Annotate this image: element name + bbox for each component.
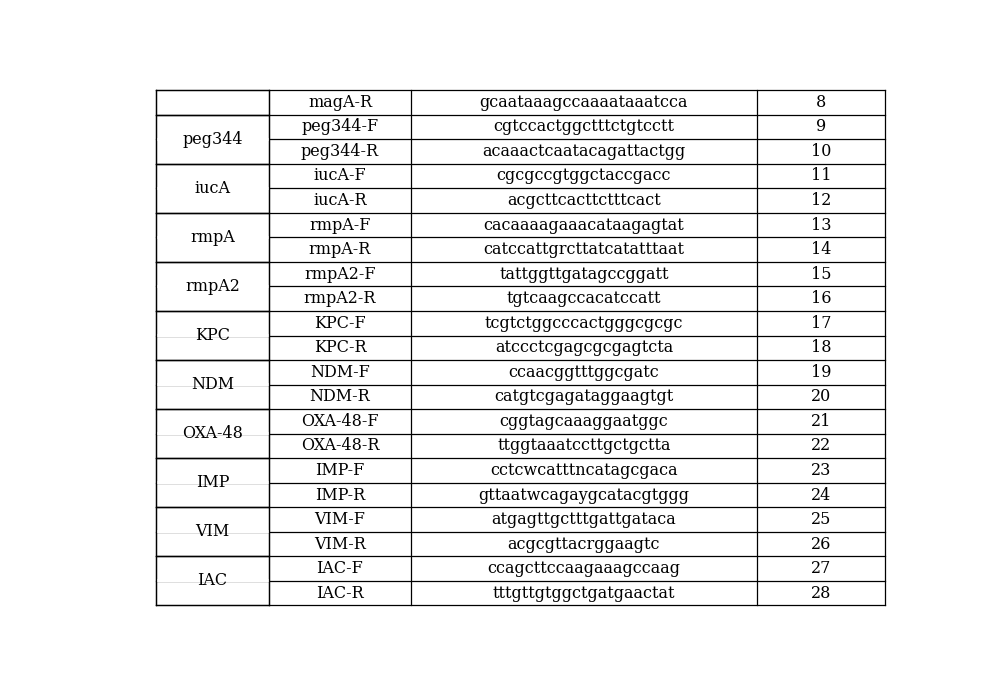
Text: rmpA-R: rmpA-R bbox=[309, 241, 371, 258]
Text: tattggttgatagccggatt: tattggttgatagccggatt bbox=[499, 266, 669, 283]
Text: atgagttgctttgattgataca: atgagttgctttgattgataca bbox=[492, 511, 676, 528]
Text: IMP-F: IMP-F bbox=[315, 462, 365, 479]
Text: 20: 20 bbox=[811, 388, 831, 406]
Text: 15: 15 bbox=[811, 266, 831, 283]
Text: gcaataaagccaaaataaatcca: gcaataaagccaaaataaatcca bbox=[480, 94, 688, 111]
Text: rmpA: rmpA bbox=[190, 229, 235, 246]
Text: NDM-F: NDM-F bbox=[310, 364, 370, 381]
Text: KPC-F: KPC-F bbox=[314, 314, 366, 332]
Text: rmpA2-F: rmpA2-F bbox=[304, 266, 376, 283]
Bar bbox=[156, 580, 269, 582]
Text: catgtcgagataggaagtgt: catgtcgagataggaagtgt bbox=[494, 388, 674, 406]
Text: cctcwcatttncatagcgaca: cctcwcatttncatagcgaca bbox=[490, 462, 678, 479]
Text: 9: 9 bbox=[816, 119, 826, 136]
Text: iucA-R: iucA-R bbox=[313, 192, 367, 209]
Text: cgcgccgtggctaccgacc: cgcgccgtggctaccgacc bbox=[497, 168, 671, 184]
Text: iucA-F: iucA-F bbox=[314, 168, 366, 184]
Text: 12: 12 bbox=[811, 192, 831, 209]
Text: VIM-F: VIM-F bbox=[315, 511, 365, 528]
Text: VIM: VIM bbox=[195, 523, 230, 540]
Text: peg344: peg344 bbox=[182, 131, 243, 148]
Text: KPC: KPC bbox=[195, 327, 230, 344]
Bar bbox=[156, 138, 269, 141]
Text: OXA-48-F: OXA-48-F bbox=[301, 413, 379, 430]
Text: IAC-R: IAC-R bbox=[316, 585, 364, 601]
Text: 26: 26 bbox=[811, 536, 831, 553]
Text: tgtcaagccacatccatt: tgtcaagccacatccatt bbox=[507, 290, 661, 307]
Text: ttggtaaatccttgctgctta: ttggtaaatccttgctgctta bbox=[497, 438, 671, 454]
Text: OXA-48-R: OXA-48-R bbox=[301, 438, 379, 454]
Text: ccaacggtttggcgatc: ccaacggtttggcgatc bbox=[509, 364, 659, 381]
Text: NDM: NDM bbox=[191, 376, 234, 393]
Text: NDM-R: NDM-R bbox=[310, 388, 370, 406]
Text: cggtagcaaaggaatggc: cggtagcaaaggaatggc bbox=[500, 413, 668, 430]
Text: 13: 13 bbox=[811, 216, 831, 234]
Bar bbox=[156, 432, 269, 435]
Bar bbox=[156, 285, 269, 288]
Text: 14: 14 bbox=[811, 241, 831, 258]
Text: cacaaaagaaacataagagtat: cacaaaagaaacataagagtat bbox=[484, 216, 684, 234]
Text: 18: 18 bbox=[811, 339, 831, 356]
Text: cgtccactggctttctgtcctt: cgtccactggctttctgtcctt bbox=[493, 119, 674, 136]
Text: 23: 23 bbox=[811, 462, 831, 479]
Text: rmpA-F: rmpA-F bbox=[309, 216, 371, 234]
Bar bbox=[156, 530, 269, 534]
Text: 19: 19 bbox=[811, 364, 831, 381]
Text: peg344-R: peg344-R bbox=[301, 143, 379, 160]
Bar bbox=[156, 236, 269, 239]
Text: 28: 28 bbox=[811, 585, 831, 601]
Text: 17: 17 bbox=[811, 314, 831, 332]
Text: acgcgttacrggaagtc: acgcgttacrggaagtc bbox=[508, 536, 660, 553]
Text: iucA: iucA bbox=[194, 179, 230, 197]
Bar bbox=[156, 187, 269, 190]
Text: VIM-R: VIM-R bbox=[314, 536, 366, 553]
Text: rmpA2: rmpA2 bbox=[185, 278, 240, 295]
Text: IAC-F: IAC-F bbox=[317, 560, 363, 577]
Text: atccctcgagcgcgagtcta: atccctcgagcgcgagtcta bbox=[495, 339, 673, 356]
Text: IAC: IAC bbox=[197, 573, 228, 589]
Bar bbox=[156, 481, 269, 484]
Text: 21: 21 bbox=[811, 413, 831, 430]
Text: 11: 11 bbox=[811, 168, 831, 184]
Text: acaaactcaatacagattactgg: acaaactcaatacagattactgg bbox=[482, 143, 686, 160]
Text: IMP: IMP bbox=[196, 474, 229, 491]
Text: tcgtctggcccactgggcgcgc: tcgtctggcccactgggcgcgc bbox=[485, 314, 683, 332]
Text: catccattgrcttatcatatttaat: catccattgrcttatcatatttaat bbox=[483, 241, 684, 258]
Text: magA-R: magA-R bbox=[308, 94, 372, 111]
Text: IMP-R: IMP-R bbox=[315, 486, 365, 503]
Text: 24: 24 bbox=[811, 486, 831, 503]
Text: tttgttgtggctgatgaactat: tttgttgtggctgatgaactat bbox=[493, 585, 675, 601]
Bar bbox=[156, 334, 269, 337]
Text: 10: 10 bbox=[811, 143, 831, 160]
Text: 16: 16 bbox=[811, 290, 831, 307]
Text: 8: 8 bbox=[816, 94, 826, 111]
Text: ccagcttccaagaaagccaag: ccagcttccaagaaagccaag bbox=[487, 560, 680, 577]
Text: 27: 27 bbox=[811, 560, 831, 577]
Text: 25: 25 bbox=[811, 511, 831, 528]
Text: 22: 22 bbox=[811, 438, 831, 454]
Bar bbox=[156, 383, 269, 386]
Text: gttaatwcagaygcatacgtggg: gttaatwcagaygcatacgtggg bbox=[478, 486, 689, 503]
Text: OXA-48: OXA-48 bbox=[182, 425, 243, 442]
Text: peg344-F: peg344-F bbox=[301, 119, 379, 136]
Text: acgcttcacttctttcact: acgcttcacttctttcact bbox=[507, 192, 661, 209]
Text: rmpA2-R: rmpA2-R bbox=[304, 290, 376, 307]
Text: KPC-R: KPC-R bbox=[314, 339, 366, 356]
